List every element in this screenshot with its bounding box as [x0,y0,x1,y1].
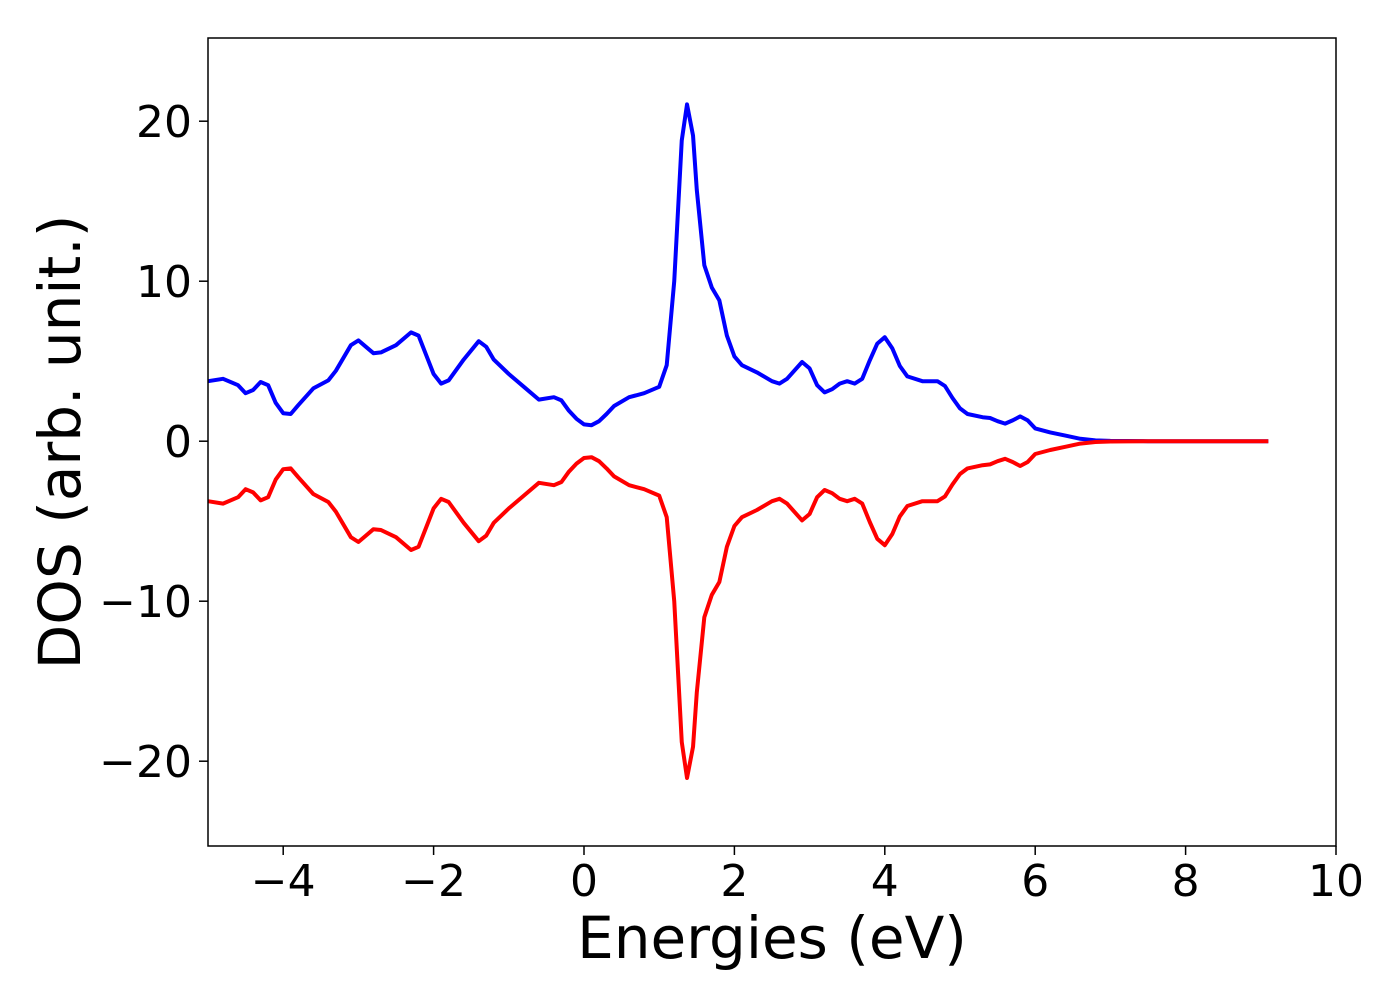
x-axis-label: Energies (eV) [577,904,967,972]
x-tick-label: −2 [401,856,466,907]
x-tick-label: 4 [871,856,899,907]
dos-line [207,102,1269,444]
x-tick-label: 2 [720,856,748,907]
plot-frame [207,37,1337,847]
y-tick-label: −20 [99,737,192,788]
y-axis-label: DOS (arb. unit.) [26,215,94,670]
y-tick-label: 0 [164,417,192,468]
y-tick-label: 10 [136,257,192,308]
x-tick-label: 6 [1021,856,1049,907]
y-tick-label: 20 [136,97,192,148]
x-tick-label: −4 [251,856,316,907]
y-tick-label: −10 [99,577,192,628]
x-tick-label: 8 [1172,856,1200,907]
x-tick-label: 0 [570,856,598,907]
x-tick-label: 10 [1308,856,1364,907]
dos-line [207,439,1269,780]
